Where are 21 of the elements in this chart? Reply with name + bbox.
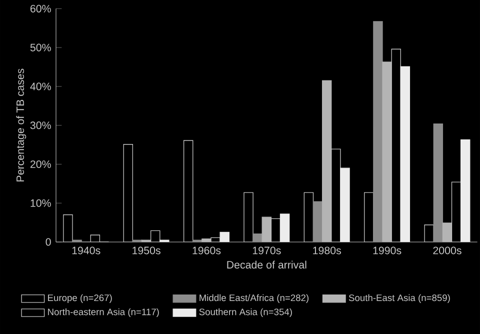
x-tick-label: 2000s: [433, 246, 462, 254]
x-tick-label: 1980s: [313, 246, 341, 254]
y-tick-label: 60%: [30, 4, 51, 12]
y-tick-label: 40%: [30, 82, 51, 90]
x-tick-label: 1970s: [252, 246, 281, 254]
y-tick-label: 20%: [30, 160, 51, 168]
y-tick-label: 30%: [30, 122, 51, 130]
x-tick-label: 1940s: [72, 246, 100, 254]
x-axis-title: Decade of arrival: [227, 260, 306, 269]
x-tick-label: 1960s: [192, 246, 221, 254]
legend-label: North-eastern Asia (n=117): [48, 308, 159, 318]
y-tick-label: 50%: [30, 44, 51, 52]
y-axis-title: Percentage of TB cases: [16, 68, 26, 182]
y-tick-label: 0: [46, 238, 51, 246]
legend-label: South-East Asia (n=859): [348, 294, 450, 303]
legend-label: Europe (n=267): [48, 294, 112, 303]
legend-label: Middle East/Africa (n=282): [200, 294, 308, 303]
x-tick-label: 1950s: [132, 246, 160, 254]
y-tick-label: 10%: [30, 199, 51, 207]
x-tick-label: 1990s: [373, 246, 402, 254]
legend-label: Southern Asia (n=354): [199, 308, 292, 318]
